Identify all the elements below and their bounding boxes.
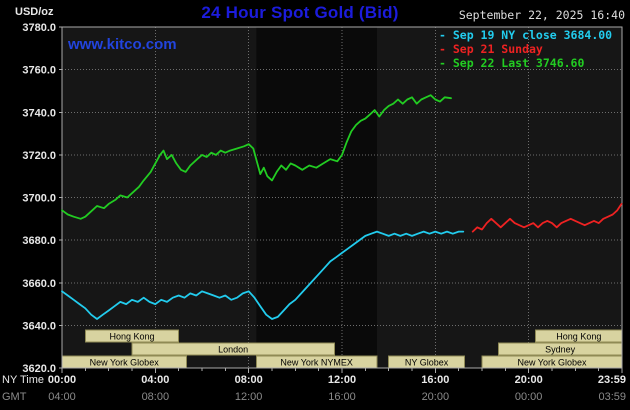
y-axis-label: 3680.0 bbox=[22, 235, 56, 247]
x-axis-row1-title: NY Time bbox=[2, 374, 44, 386]
series-line-red bbox=[471, 202, 623, 233]
y-axis-label: 3660.0 bbox=[22, 278, 56, 290]
x-axis-label-ny: 23:59 bbox=[598, 374, 626, 386]
x-axis-label-gmt: 08:00 bbox=[142, 391, 170, 403]
nymex-hours-band bbox=[256, 27, 377, 368]
legend-item-cyan: - Sep 19 NY close 3684.00 bbox=[439, 28, 613, 42]
y-axis-label: 3760.0 bbox=[22, 65, 56, 77]
x-axis-label-ny: 00:00 bbox=[48, 374, 76, 386]
session-label: New York NYMEX bbox=[280, 358, 353, 368]
y-axis-label: 3640.0 bbox=[22, 320, 56, 332]
kitco-link[interactable]: www.kitco.com bbox=[68, 36, 177, 53]
session-label: New York Globex bbox=[517, 358, 587, 368]
x-axis-label-gmt: 03:59 bbox=[598, 391, 626, 403]
datetime-label: September 22, 2025 16:40 bbox=[458, 8, 625, 22]
y-axis-label: 3780.0 bbox=[22, 22, 56, 34]
session-label: London bbox=[218, 345, 248, 355]
session-box bbox=[131, 342, 335, 356]
x-axis-label-ny: 08:00 bbox=[235, 374, 263, 386]
legend-item-green: - Sep 22 Last 3746.60 bbox=[439, 56, 585, 70]
x-axis-label-ny: 12:00 bbox=[328, 374, 356, 386]
session-label: Hong Kong bbox=[556, 332, 601, 342]
x-axis-label-gmt: 20:00 bbox=[422, 391, 450, 403]
x-axis-label-ny: 20:00 bbox=[515, 374, 543, 386]
x-axis-label-ny: 04:00 bbox=[141, 374, 169, 386]
x-axis-row2-title: GMT bbox=[2, 391, 27, 403]
price-unit-label: USD/oz bbox=[15, 6, 54, 18]
y-axis-label: 3620.0 bbox=[22, 363, 56, 375]
x-axis-label-gmt: 12:00 bbox=[235, 391, 263, 403]
chart-legend: - Sep 19 NY close 3684.00- Sep 21 Sunday… bbox=[439, 28, 612, 70]
session-label: New York Globex bbox=[90, 358, 160, 368]
session-label: NY Globex bbox=[405, 358, 449, 368]
series-line-green bbox=[61, 94, 452, 220]
x-axis-label-gmt: 16:00 bbox=[328, 391, 356, 403]
session-label: Sydney bbox=[545, 345, 576, 355]
page-title: 24 Hour Spot Gold (Bid) bbox=[201, 3, 399, 22]
session-label: Hong Kong bbox=[109, 332, 154, 342]
y-axis-label: 3720.0 bbox=[22, 150, 56, 162]
y-axis-label: 3740.0 bbox=[22, 107, 56, 119]
x-axis-label-gmt: 00:00 bbox=[515, 391, 543, 403]
legend-item-red: - Sep 21 Sunday bbox=[439, 42, 543, 56]
x-axis-label-ny: 16:00 bbox=[421, 374, 449, 386]
x-axis-label-gmt: 04:00 bbox=[48, 391, 76, 403]
series-line-cyan bbox=[61, 230, 465, 320]
session-box bbox=[84, 329, 180, 343]
y-axis-label: 3700.0 bbox=[22, 193, 56, 205]
